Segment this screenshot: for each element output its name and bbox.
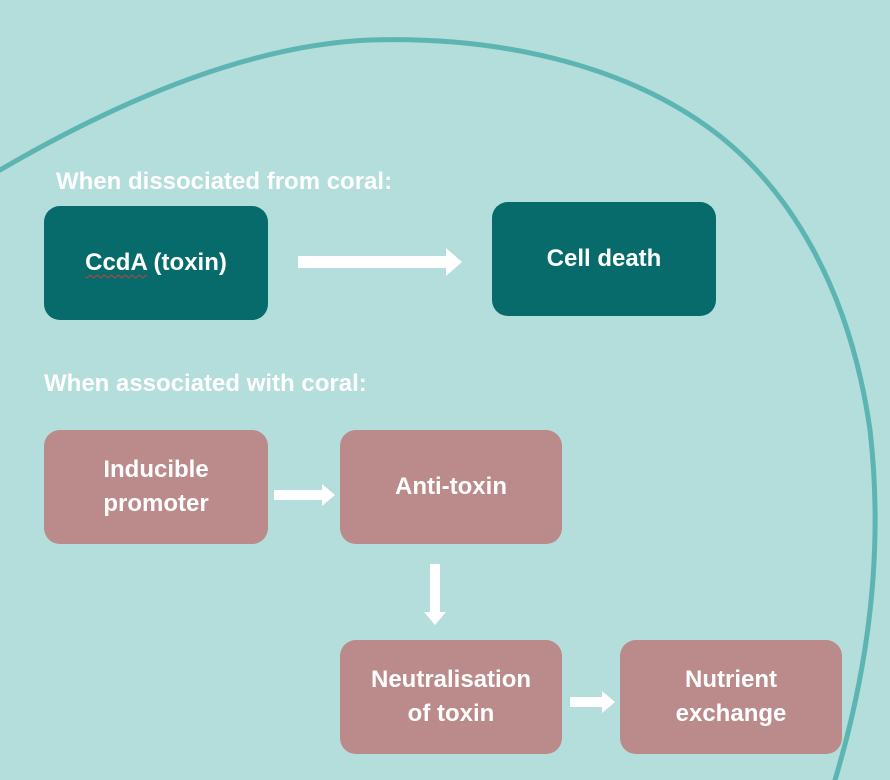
arrow-promoter-to-antitoxin [274,484,335,506]
toxin-type: (toxin) [146,249,227,276]
nutrient-line-1: Nutrient [685,666,777,693]
nutrient-line-2: exchange [675,700,787,727]
toxin-name: CcdA [85,249,147,276]
arrow-toxin-to-death [298,248,462,276]
heading-associated: When associated with coral: [44,370,367,397]
arrow-antitoxin-to-neutralisation [424,564,446,625]
arrow-neutralisation-to-nutrient [570,691,615,713]
cell-death-label: Cell death [546,245,662,272]
nutrient-box: Nutrient exchange [620,640,842,754]
promoter-box-label: Inducible promoter [103,453,208,521]
promoter-line-1: Inducible [103,456,209,483]
antitoxin-label: Anti-toxin [395,473,507,500]
promoter-box: Inducible promoter [44,430,268,544]
boundary-path [0,37,878,780]
cell-death-box: Cell death [492,202,716,316]
neutralisation-line-2: of toxin [407,700,495,727]
nutrient-box-label: Nutrient exchange [676,663,787,731]
toxin-box-label: CcdA (toxin) [85,246,227,280]
antitoxin-box: Anti-toxin [340,430,562,544]
toxin-box: CcdA (toxin) [44,206,268,320]
neutralisation-line-1: Neutralisation [370,666,532,693]
promoter-line-2: promoter [103,490,209,517]
neutralisation-box-label: Neutralisation of toxin [371,663,531,731]
neutralisation-box: Neutralisation of toxin [340,640,562,754]
heading-dissociated: When dissociated from coral: [56,168,393,195]
